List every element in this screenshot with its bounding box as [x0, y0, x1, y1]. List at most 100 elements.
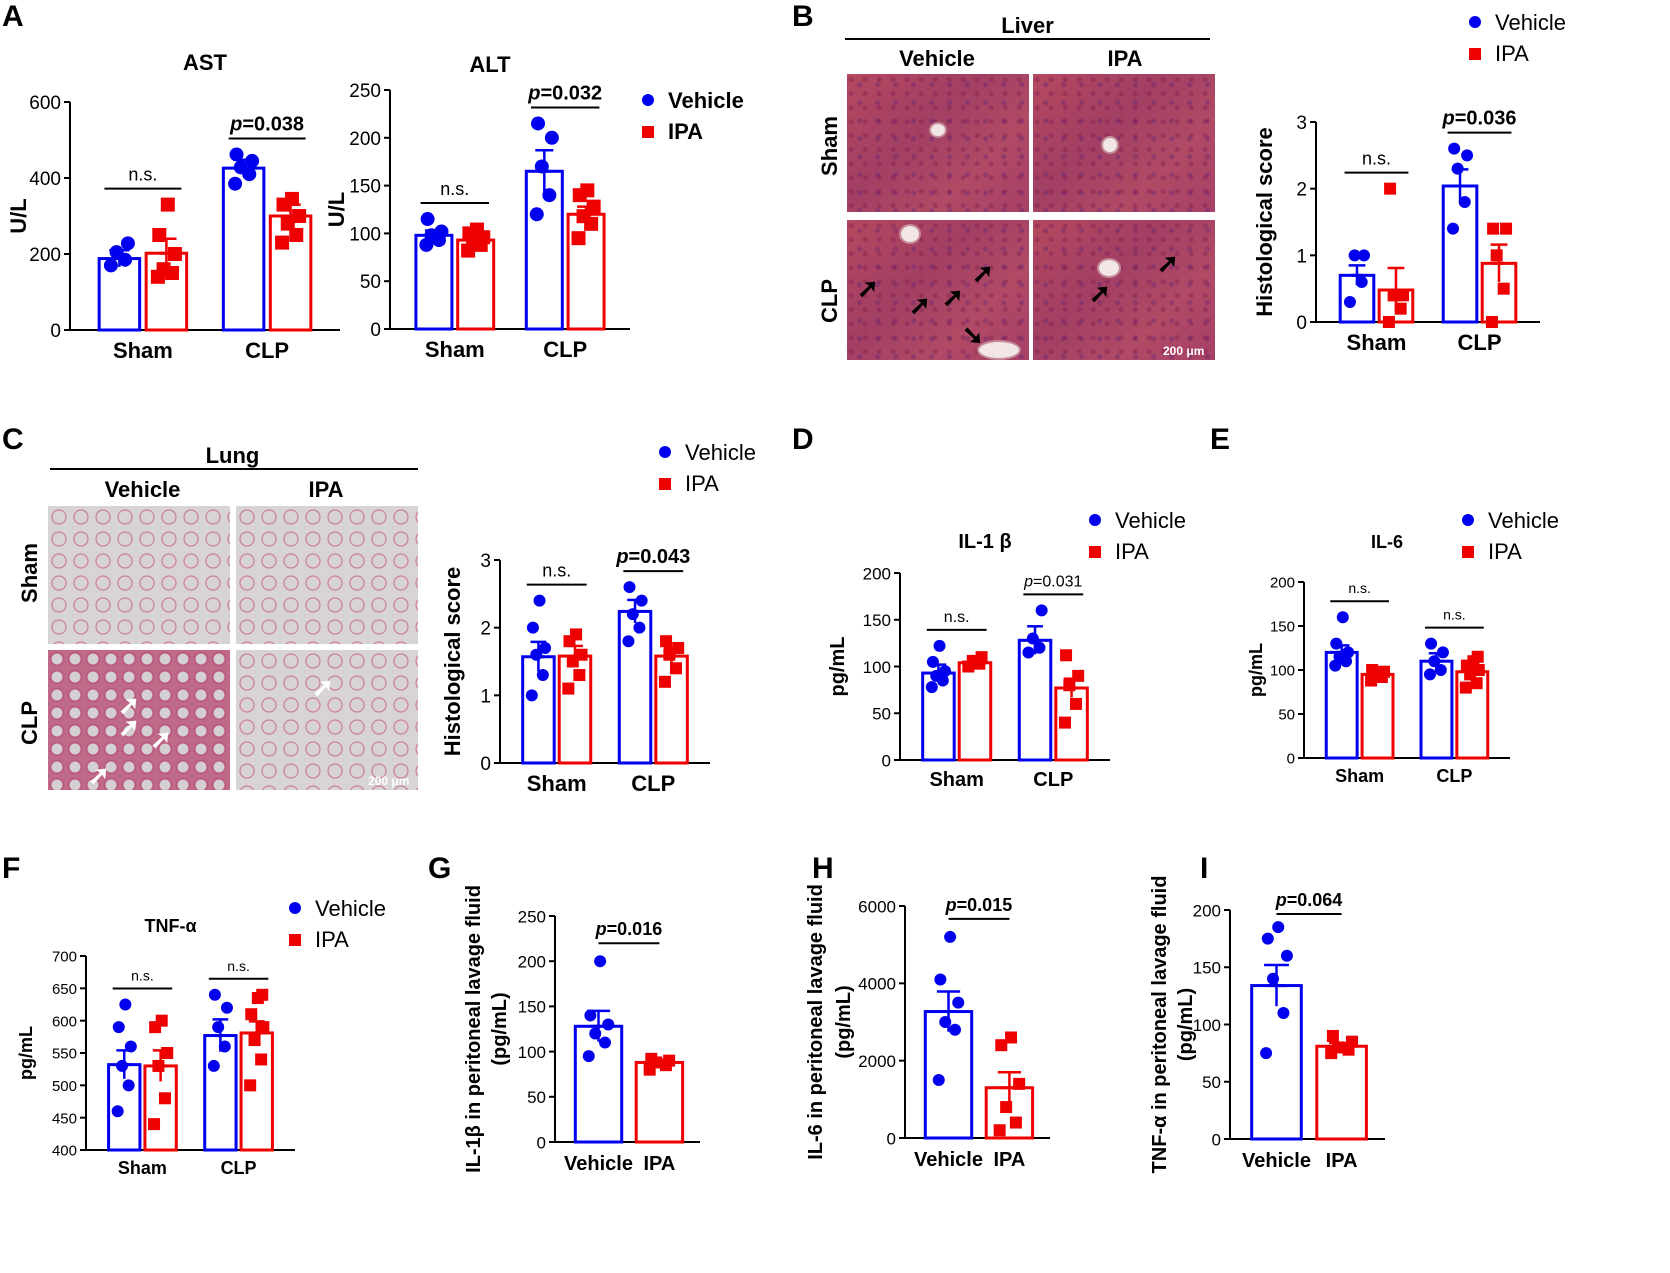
y-tick-label: 200 [1193, 901, 1221, 920]
data-point [1487, 222, 1500, 235]
data-point [159, 1092, 172, 1105]
legend-ipa-label: IPA [1488, 539, 1522, 564]
data-point [152, 1059, 165, 1072]
chart-tnfa-lavage: 0 50 100 150 200 TNF-α in peritoneal lavage f… [1149, 876, 1385, 1173]
y-tick-label: 500 [52, 1078, 77, 1095]
legend-ipa-marker [289, 934, 301, 946]
x-category-label: Sham [118, 1158, 167, 1178]
data-point [207, 1059, 220, 1072]
data-point [434, 224, 449, 239]
significance-label: p=0.038 [229, 113, 304, 135]
lung-title-rule [50, 468, 418, 470]
data-point [1448, 142, 1461, 155]
panel-label-h: H [812, 852, 834, 885]
lung-row-clp: CLP [17, 701, 42, 745]
data-point [530, 648, 543, 661]
significance-label: n.s. [1348, 580, 1371, 596]
arrow-icon: ➚ [88, 760, 110, 790]
data-point [993, 1124, 1006, 1137]
data-point [148, 1118, 161, 1131]
y-tick-label: 2 [1296, 180, 1307, 201]
data-point [122, 1079, 135, 1092]
lung-micrograph-grid: Lung Vehicle IPA Sham CLP ➚ ➚ ➚ ➚ ➚ 200 … [0, 440, 440, 800]
significance-label: p=0.032 [527, 82, 602, 104]
data-point [292, 209, 307, 223]
data-point [256, 988, 269, 1001]
bar [1360, 672, 1395, 760]
y-tick-label: 200 [1270, 575, 1295, 592]
data-point [1425, 637, 1438, 650]
x-category-label: Sham [113, 338, 173, 363]
data-point [586, 199, 601, 214]
legend-vehicle-marker [289, 902, 301, 914]
y-tick-label: 200 [349, 129, 381, 150]
x-category-label: CLP [1458, 330, 1502, 355]
data-point [233, 160, 248, 175]
data-point [1072, 669, 1085, 682]
data-point [1382, 316, 1395, 328]
data-point [571, 231, 586, 246]
data-point [116, 1059, 129, 1072]
data-point [155, 1014, 168, 1027]
legend-ipa-marker [642, 126, 654, 138]
chart-il1b-lavage: 0 50 100 150 200 250 IL-1β in peritoneal lavag… [463, 885, 700, 1175]
liver-col-vehicle: Vehicle [899, 46, 975, 71]
data-point [573, 669, 586, 682]
data-point [208, 988, 221, 1001]
chart-il6: 0 50 100 150 200 pg/mL IL-6 Sham CLP n.s. n.s. Vehi… [1246, 508, 1559, 786]
data-point [1280, 949, 1293, 962]
data-point [626, 608, 639, 621]
data-point [544, 130, 559, 145]
data-point [244, 1079, 257, 1092]
legend-ipa-label: IPA [668, 119, 703, 144]
data-point [1022, 646, 1035, 659]
y-tick-label: 550 [52, 1046, 77, 1063]
data-point [526, 621, 539, 634]
y-axis-label-units: (pg/mL) [1175, 988, 1197, 1061]
y-tick-label: 0 [887, 1129, 896, 1148]
significance-label: n.s. [227, 958, 250, 974]
y-tick-label: 0 [1296, 313, 1307, 334]
data-point [939, 665, 952, 678]
legend-vehicle-marker [1469, 16, 1481, 28]
lung-row-sham: Sham [17, 543, 42, 603]
data-point [1346, 1035, 1359, 1048]
bar [634, 1060, 685, 1144]
data-point [926, 655, 939, 668]
significance-label: n.s. [131, 968, 154, 984]
significance-label: n.s. [1362, 149, 1391, 169]
legend-vehicle-label: Vehicle [1115, 508, 1186, 533]
y-tick-label: 0 [1287, 751, 1295, 768]
data-point [529, 207, 544, 222]
panel-label-f: F [2, 852, 21, 885]
chart-title: AST [183, 50, 228, 75]
data-point [1026, 632, 1039, 645]
data-point [245, 1008, 258, 1021]
data-point [939, 1016, 952, 1028]
data-point [580, 183, 595, 198]
data-point [1267, 972, 1280, 985]
data-point [531, 116, 546, 131]
data-point [536, 669, 549, 682]
y-tick-label: 2 [480, 619, 491, 640]
data-point [1063, 679, 1076, 692]
lung-image-clp-ipa: ➚ 200 μm [236, 650, 418, 790]
y-tick-label: 700 [52, 949, 77, 966]
y-tick-label: 400 [29, 169, 61, 190]
data-point [1033, 641, 1046, 654]
y-axis-label-units: (pg/mL) [833, 985, 855, 1058]
legend-ipa-label: IPA [315, 927, 349, 952]
significance-label: n.s. [542, 561, 571, 581]
y-tick-label: 100 [518, 1043, 546, 1062]
chart-title: TNF-α [144, 916, 196, 936]
data-point [1428, 655, 1441, 668]
significance-label: p=0.015 [945, 895, 1013, 915]
data-point [285, 191, 300, 206]
data-point [469, 222, 484, 237]
data-point [633, 621, 646, 634]
data-point [1394, 302, 1407, 315]
data-point [584, 1009, 597, 1022]
data-point [1336, 611, 1349, 624]
data-point [1355, 276, 1368, 288]
legend-vehicle-marker [1462, 514, 1474, 526]
